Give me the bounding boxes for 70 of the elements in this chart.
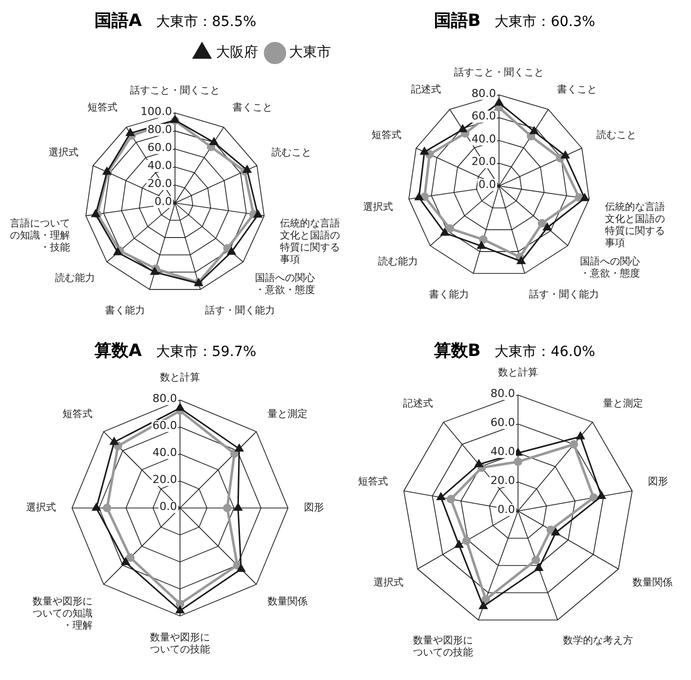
spoke-label: 書く能力 [428, 288, 469, 300]
y-tick-label: 60.0 [490, 416, 515, 429]
y-tick-label: 20.0 [148, 176, 172, 190]
spoke-label: 記述式 [403, 398, 434, 410]
spoke-label: 話すこと・聞くこと [454, 66, 544, 79]
spoke-label: 数量関係 [268, 595, 308, 608]
spoke-label: 選択式 [48, 146, 79, 159]
spoke-label: 伝統的な言語文化と国語の特質に関する事項 [605, 200, 665, 249]
spoke-label: 国語への関心・意欲・態度 [255, 272, 316, 296]
chart-title: 算数B [434, 341, 481, 361]
chart-title: 算数A [94, 341, 142, 361]
y-tick-label: 80.0 [148, 122, 172, 136]
spoke-label: 短答式 [358, 476, 388, 488]
spoke-label: 伝統的な言語文化と国語の特質に関する事項 [280, 218, 340, 266]
spoke-label: 短答式 [88, 101, 118, 114]
spoke-label: 記述式 [411, 84, 442, 96]
y-tick-label: 40.0 [472, 132, 496, 146]
legend-label: 大阪府 [216, 44, 258, 61]
y-tick-label: 40.0 [148, 158, 172, 172]
chart-subtitle: 大東市：60.3% [494, 14, 596, 30]
spoke-label: 読むこと [596, 129, 636, 142]
spoke-label: 選択式 [26, 502, 56, 514]
spoke-label: 話す・聞く能力 [204, 304, 275, 316]
y-tick-label: 80.0 [490, 386, 515, 400]
spoke-label: 短答式 [62, 408, 92, 420]
spoke-label: 書くこと [232, 101, 272, 114]
y-tick-label: 40.0 [152, 446, 177, 459]
y-tick-label: 60.0 [472, 110, 496, 123]
spoke-label: 話すこと・聞くこと [130, 84, 220, 97]
spoke-label: 選択式 [374, 576, 404, 589]
spoke-label: 短答式 [372, 129, 402, 142]
chart-subtitle: 大東市：46.0% [494, 344, 596, 360]
y-tick-label: 20.0 [152, 472, 177, 486]
spoke-label: 数と計算 [498, 366, 538, 379]
y-tick-label: 0.0 [154, 194, 172, 208]
spoke-label: 数量や図形についての知識・理解 [32, 596, 92, 632]
chart-subtitle: 大東市：85.5% [156, 14, 256, 30]
legend-label: 大東市 [289, 44, 331, 61]
y-tick-label: 60.0 [148, 140, 172, 154]
y-tick-label: 20.0 [490, 474, 515, 487]
spoke-label: 言語についての知識・理解・技能 [10, 218, 70, 254]
spoke-label: 数と計算 [160, 372, 200, 384]
spoke-label: 書く能力 [105, 304, 146, 316]
chart-title: 国語B [434, 11, 481, 31]
spoke-label: 数学的な考え方 [563, 634, 634, 647]
spoke-label: 数量関係 [632, 576, 672, 589]
chart-subtitle: 大東市：59.7% [156, 344, 256, 360]
spoke-label: 数量や図形についての技能 [150, 632, 210, 656]
spoke-label: 書くこと [556, 84, 597, 96]
spoke-label: 数量や図形についての技能 [412, 636, 473, 659]
spoke-label: 選択式 [363, 200, 393, 213]
y-tick-label: 0.0 [498, 502, 515, 516]
spoke-label: 量と測定 [602, 398, 643, 410]
chart-title: 国語A [94, 11, 142, 31]
spoke-label: 量と測定 [268, 408, 308, 420]
y-tick-label: 0.0 [478, 178, 496, 191]
y-tick-label: 40.0 [490, 444, 515, 458]
spoke-label: 読むこと [271, 146, 312, 159]
spoke-label: 話す・聞く能力 [529, 288, 600, 300]
y-tick-label: 0.0 [160, 500, 177, 513]
spoke-label: 読む能力 [378, 256, 418, 268]
spoke-label: 図形 [304, 502, 324, 514]
y-tick-label: 60.0 [152, 418, 177, 432]
y-tick-label: 100.0 [140, 104, 172, 118]
spoke-label: 図形 [648, 476, 668, 488]
y-tick-label: 20.0 [472, 155, 496, 168]
spoke-label: 国語への関心・意欲・態度 [580, 256, 640, 280]
y-tick-label: 80.0 [152, 392, 177, 405]
y-tick-label: 80.0 [472, 86, 496, 100]
spoke-label: 読む能力 [54, 272, 95, 284]
